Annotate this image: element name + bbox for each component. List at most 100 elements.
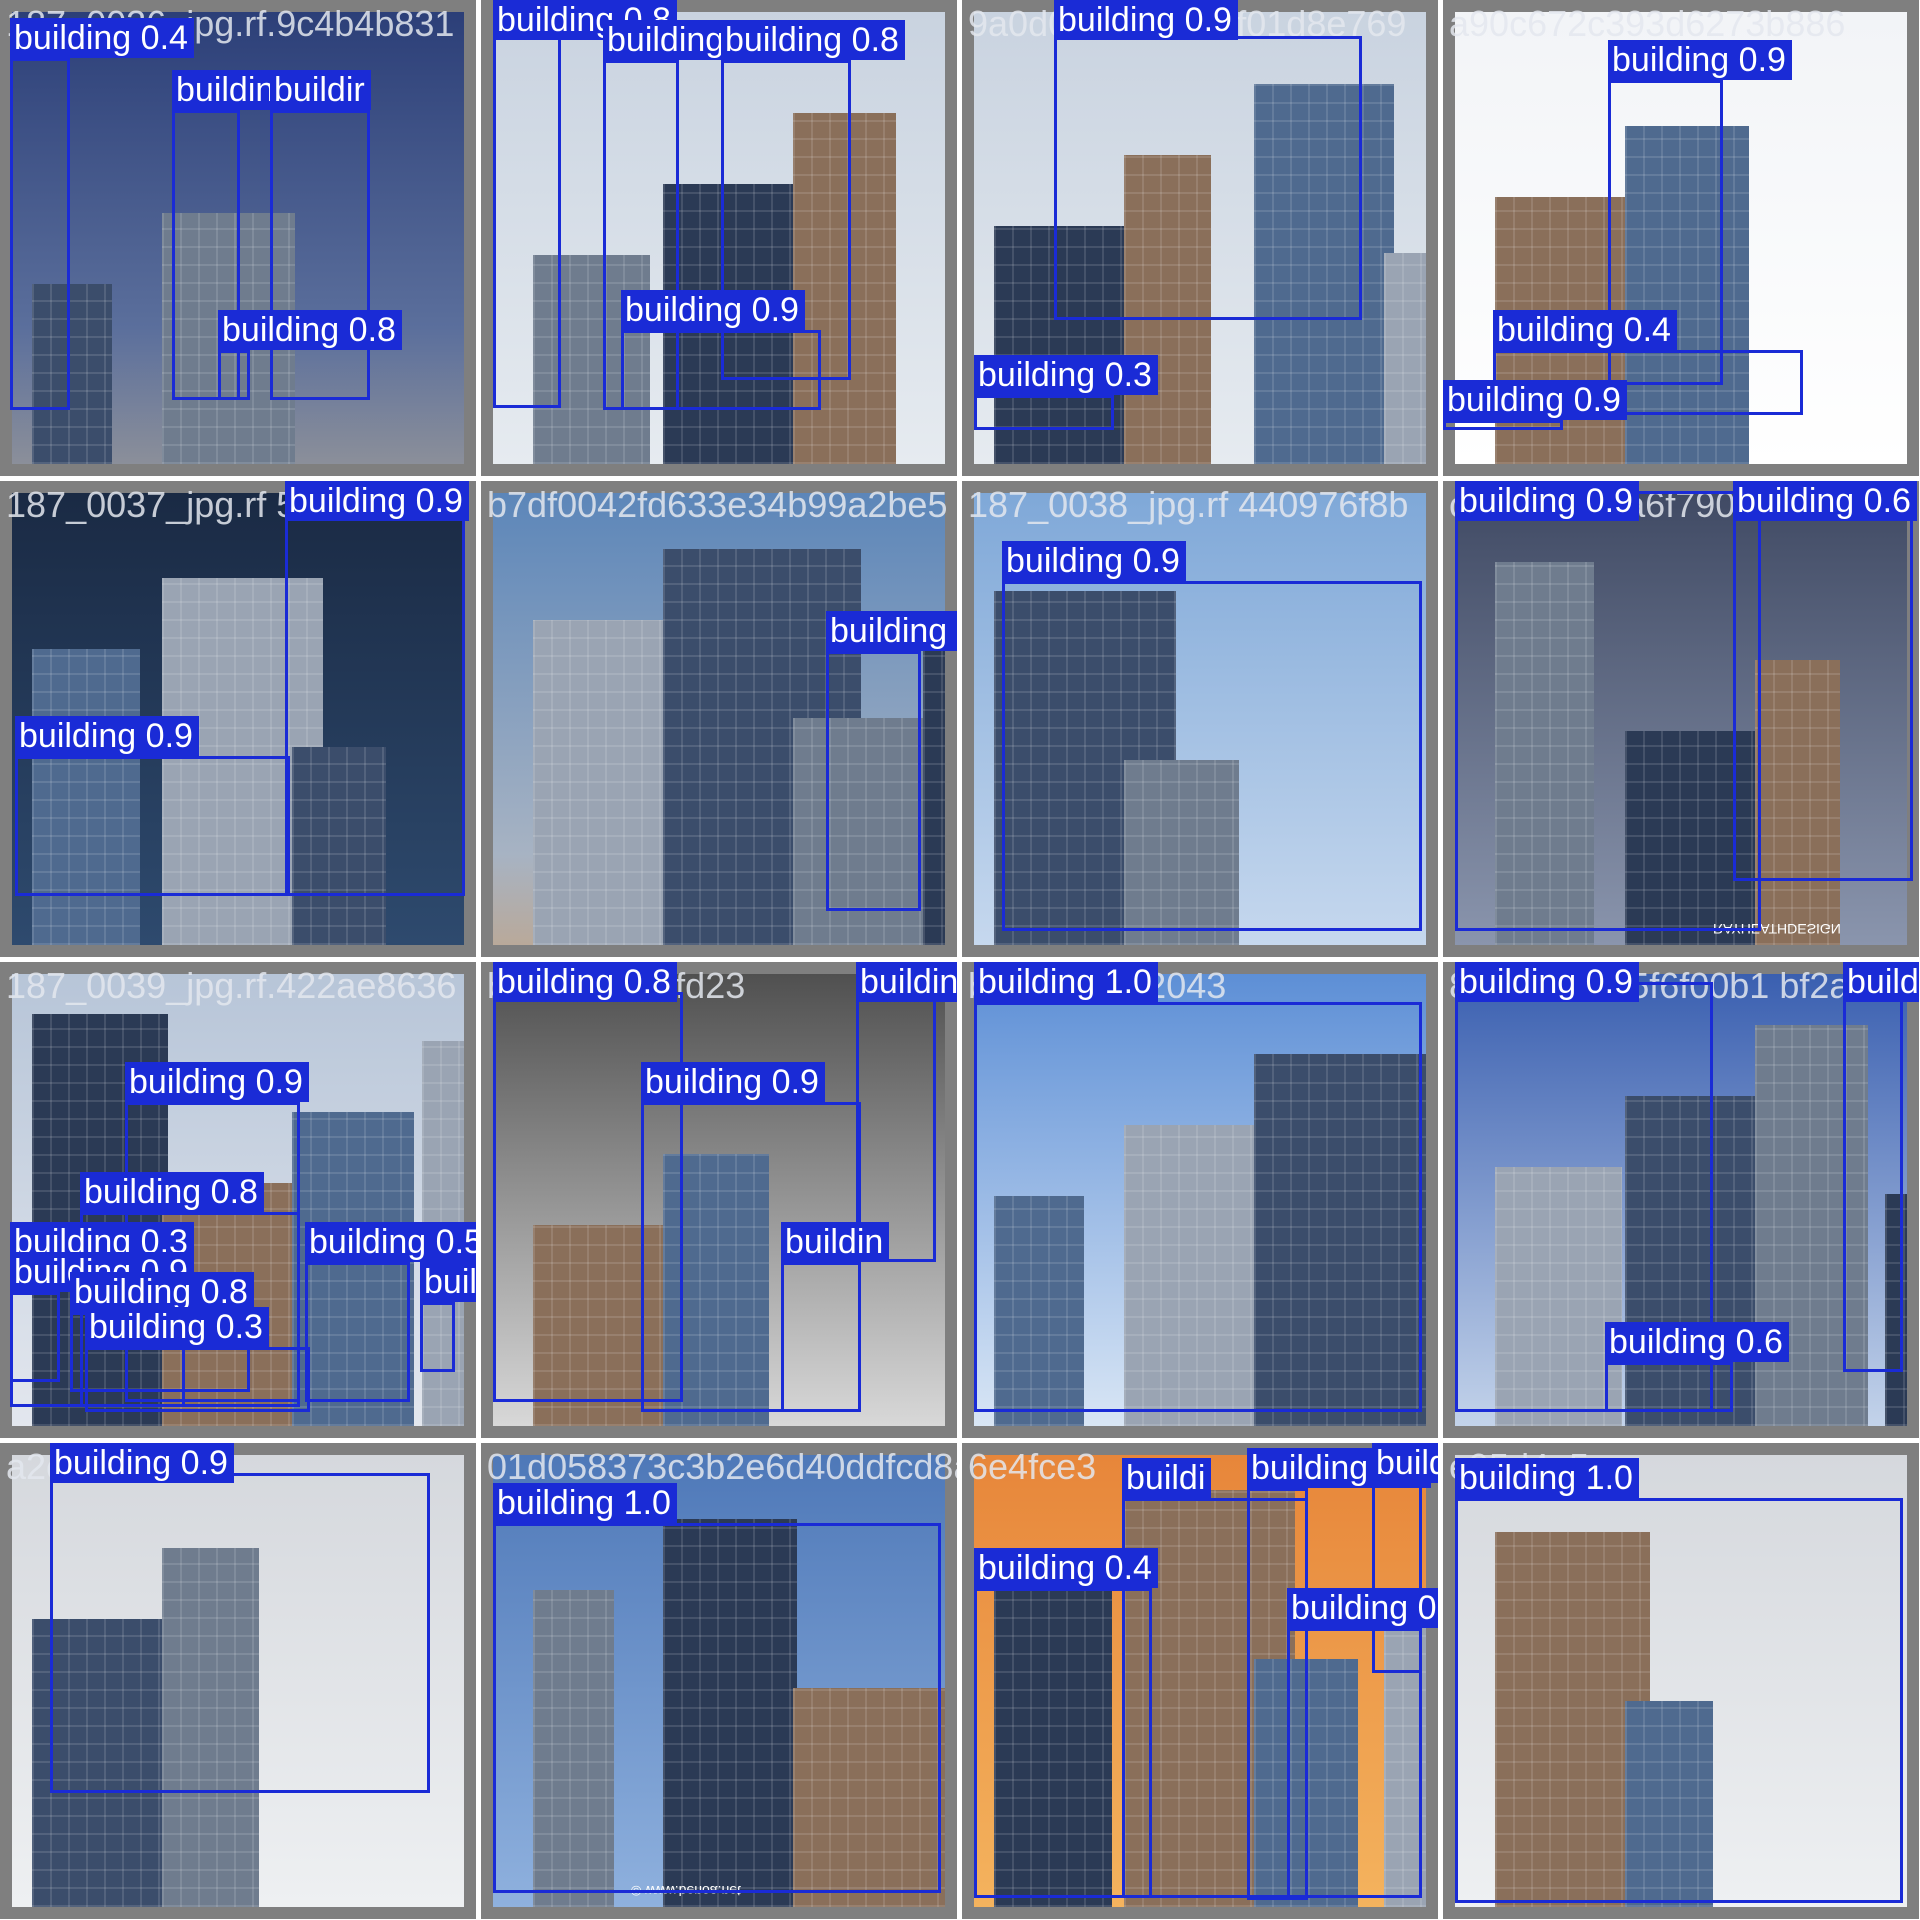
detection-box xyxy=(85,1347,310,1412)
detection-label: building 0.9 xyxy=(1054,0,1238,40)
detection-label: building 0.8 xyxy=(70,1272,254,1312)
detection-label: buildin xyxy=(781,1222,890,1262)
detection-box xyxy=(493,22,561,408)
detection-box xyxy=(974,1002,1422,1412)
detection-box xyxy=(1455,491,1761,931)
detection-box xyxy=(1443,420,1563,430)
image-tile: 187_0036_jpg.rf.9c4b4b831 building 0.4 bui… xyxy=(0,0,476,476)
building-photo xyxy=(493,1455,945,1907)
building-silhouette xyxy=(1495,562,1594,945)
image-tile: 6e4fce3 building 0.3 buildi building 0.4 bui… xyxy=(962,1443,1438,1919)
building-silhouette xyxy=(663,1519,797,1907)
image-tile: 187_0037_jpg.rf 5257 fe63 building 0.9 bui… xyxy=(0,481,476,957)
filename-text: 01d058373c3b2e6d40ddfcd8a xyxy=(487,1446,957,1487)
building-silhouette xyxy=(1124,155,1211,464)
building-silhouette xyxy=(1625,126,1749,464)
building-silhouette xyxy=(533,620,678,945)
building-silhouette xyxy=(1625,731,1777,945)
detection-label: buildir xyxy=(270,70,371,110)
building-silhouette xyxy=(533,1590,614,1907)
detection-box xyxy=(1843,982,1903,1372)
filename-text: a90c672c393d6273b886 xyxy=(1449,3,1846,44)
detection-box xyxy=(1122,1498,1308,1898)
detection-label: building 0.4 xyxy=(1493,310,1677,350)
detection-box xyxy=(1605,1362,1733,1412)
filename-text: 187_0038_jpg.rf 440976f8b xyxy=(968,484,1409,525)
detection-label: building 0.8 xyxy=(721,20,905,60)
image-tile: 9a0d022adbc2faf01d8e769building 0.9build… xyxy=(962,0,1438,476)
building-silhouette xyxy=(793,718,924,945)
detection-box xyxy=(621,330,821,410)
building-silhouette xyxy=(1124,760,1239,945)
detection-label: building 0.4 xyxy=(420,1262,476,1302)
detection-box xyxy=(10,58,70,410)
detection-box xyxy=(826,651,921,911)
detection-label: building 0.4 xyxy=(974,1548,1158,1588)
detection-box xyxy=(15,756,290,896)
detection-label: building 0.9 xyxy=(125,1062,309,1102)
building-silhouette xyxy=(1625,1701,1713,1907)
building-silhouette xyxy=(994,226,1148,464)
image-tile: 187_0039_jpg.rf.422ae8636 building 0.9 bui… xyxy=(0,962,476,1438)
detection-box xyxy=(974,1588,1152,1898)
detection-label: building 0.3 xyxy=(85,1307,269,1347)
detection-label: building 0.9 xyxy=(50,1443,234,1483)
detection-label: building 0.4 xyxy=(10,18,194,58)
image-tile: 8d1068d2e5f6f00b1 bf2a5 building 0.9 build… xyxy=(1443,962,1919,1438)
image-tile: c8c2d67b1a6f79084671d building 0.9 buildin… xyxy=(1443,481,1919,957)
building-silhouette xyxy=(994,1561,1112,1907)
detection-box xyxy=(781,1262,861,1412)
detection-label: building 1.0 xyxy=(974,962,1158,1002)
building-silhouette xyxy=(292,747,386,945)
building-silhouette xyxy=(292,1112,414,1426)
detection-label: building 1.0 xyxy=(493,1483,677,1523)
detection-label: building 0.9 xyxy=(1455,481,1639,521)
filename-text: 187_0039_jpg.rf.422ae8636 xyxy=(6,965,457,1006)
building-silhouette xyxy=(793,113,896,464)
detection-label: building 0.9 xyxy=(1608,40,1792,80)
detection-box xyxy=(493,1523,941,1893)
image-tile: 01d058373c3b2e6d40ddfcd8a building 1.0 © w… xyxy=(481,1443,957,1919)
detection-box xyxy=(1002,581,1422,931)
building-photo xyxy=(12,1455,464,1907)
building-silhouette xyxy=(1254,1054,1426,1426)
detection-label: building 0.9 xyxy=(1455,962,1639,1002)
detection-label: building 0.6 xyxy=(1733,481,1917,521)
image-tile: building 0.8 building 0.8 building 0.8 buil… xyxy=(481,0,957,476)
detection-box xyxy=(1733,496,1913,881)
image-tile: a90c672c393d6273b886 building 0.9 building… xyxy=(1443,0,1919,476)
building-photo xyxy=(974,974,1426,1426)
building-silhouette xyxy=(793,1688,945,1907)
image-tile: e95d4a5building 1.0 xyxy=(1443,1443,1919,1919)
detection-box xyxy=(1372,1463,1422,1673)
detection-label: building 0.9 xyxy=(1002,541,1186,581)
filename-text: 6e4fce3 xyxy=(968,1446,1097,1487)
detection-label: building 0.6 xyxy=(1843,962,1919,1002)
building-photo xyxy=(1455,1455,1907,1907)
detection-label: building 0.9 xyxy=(1287,1588,1438,1628)
building-silhouette xyxy=(1124,1125,1267,1426)
detection-label: building 0.9 xyxy=(1372,1443,1438,1483)
detection-box xyxy=(974,395,1114,430)
detection-box xyxy=(10,1292,60,1382)
building-silhouette xyxy=(1755,660,1840,945)
detection-label: building 0.9 xyxy=(641,1062,825,1102)
detection-box xyxy=(1054,36,1362,320)
detection-label: building 0.5 xyxy=(305,1222,476,1262)
detection-box xyxy=(1455,1498,1903,1903)
building-photo xyxy=(12,493,464,945)
detection-box xyxy=(218,350,250,400)
detection-label: buildi xyxy=(1122,1458,1212,1498)
detection-label: building 0.8 xyxy=(493,962,677,1002)
detection-box xyxy=(285,491,465,896)
building-photo xyxy=(974,1455,1426,1907)
building-photo xyxy=(974,493,1426,945)
detection-label: building 0.9 xyxy=(1443,380,1627,420)
detection-box xyxy=(1287,1628,1422,1898)
detection-box xyxy=(1608,80,1723,385)
detection-label: building 0.8 xyxy=(80,1172,264,1212)
detection-label: building 0.8 xyxy=(856,962,957,1002)
building-silhouette xyxy=(32,284,112,464)
building-photo xyxy=(1455,493,1907,945)
